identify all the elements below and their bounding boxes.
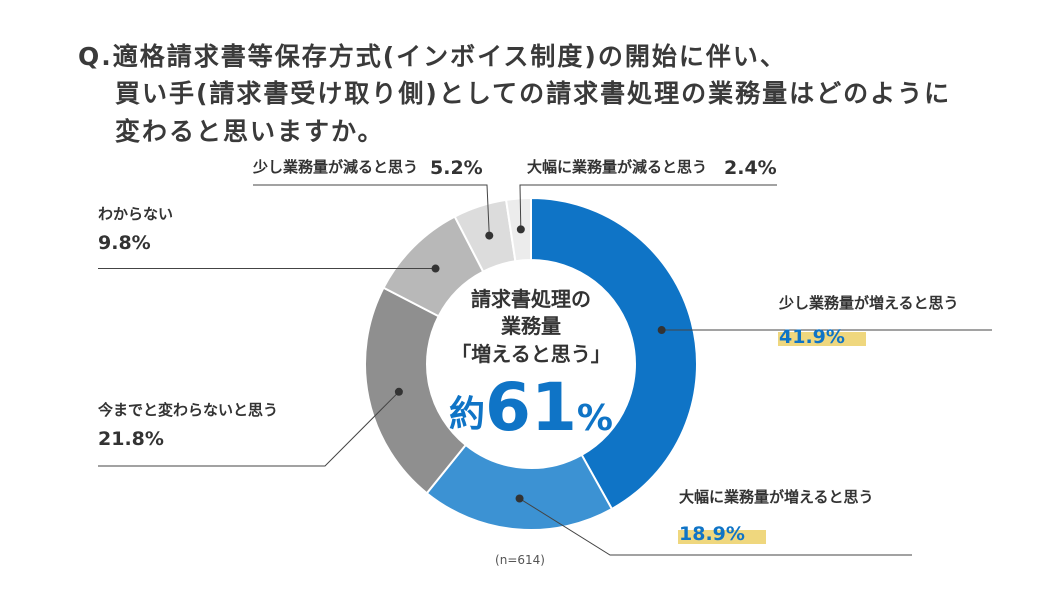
leader-lines: [98, 184, 992, 556]
label-unknown: わからない: [98, 205, 173, 223]
center-line-2: 業務量: [501, 314, 561, 338]
question-line-3: 変わると思いますか。: [115, 117, 385, 146]
leader-dot-small-decrease: [485, 231, 494, 240]
approx-prefix: 約: [449, 394, 485, 435]
highlight-bar-large-increase: [678, 530, 766, 544]
value-unchanged: 21.8%: [98, 428, 164, 450]
slice-unchanged: [364, 286, 468, 495]
sample-size-note: (n=614): [495, 553, 545, 567]
leader-line-small-decrease: [253, 184, 490, 236]
leader-dot-unchanged: [394, 387, 403, 396]
label-large-increase: 大幅に業務量が増えると思う: [679, 488, 874, 506]
center-big-value: 約61%: [449, 369, 613, 446]
value-small-increase: 41.9%: [779, 326, 845, 348]
leader-dot-large-decrease: [516, 225, 525, 234]
value-unknown: 9.8%: [98, 232, 151, 254]
big-number: 61: [485, 369, 577, 446]
slice-small-increase: [530, 196, 698, 511]
label-small-decrease: 少し業務量が減ると思う: [252, 158, 418, 176]
label-large-decrease: 大幅に業務量が減ると思う: [527, 158, 707, 176]
value-small-decrease: 5.2%: [430, 157, 483, 179]
value-large-increase: 18.9%: [679, 523, 745, 545]
big-percent: %: [577, 398, 613, 439]
question-line-2: 買い手(請求書受け取り側)としての請求書処理の業務量はどのように: [115, 79, 952, 108]
center-line-3: 「増えると思う」: [451, 342, 610, 366]
leader-line-large-decrease: [519, 184, 777, 230]
highlight-bar-small-increase: [778, 332, 866, 346]
question-line-1: Q.適格請求書等保存方式(インボイス制度)の開始に伴い、: [78, 42, 787, 71]
leader-line-large-increase: [519, 498, 912, 556]
leader-dot-small-increase: [657, 326, 666, 335]
center-line-1: 請求書処理の: [471, 287, 591, 311]
leader-line-unchanged: [98, 391, 400, 467]
leader-dot-large-increase: [515, 494, 524, 503]
donut-slices: [364, 196, 698, 531]
label-small-increase: 少し業務量が増えると思う: [778, 294, 959, 312]
leader-dot-unknown: [431, 264, 440, 273]
value-large-decrease: 2.4%: [724, 157, 777, 179]
label-unchanged: 今までと変わらないと思う: [97, 401, 278, 419]
